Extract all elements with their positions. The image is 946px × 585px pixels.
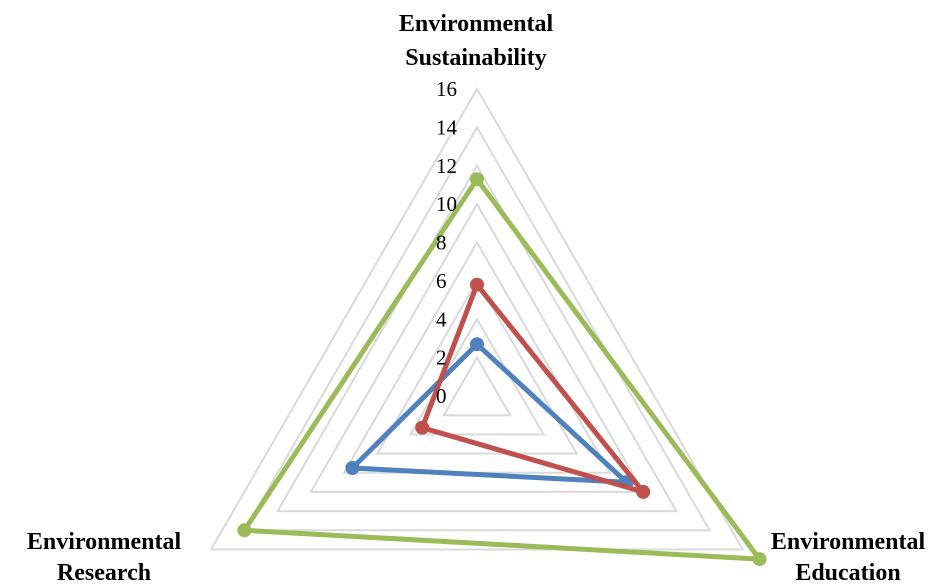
axis-title-education-line2: Education bbox=[795, 560, 900, 585]
series-1-line bbox=[349, 341, 630, 485]
grid-ring-2 bbox=[442, 355, 512, 417]
series-1-point-3 bbox=[345, 461, 360, 475]
grid-ring-16 bbox=[209, 87, 745, 551]
tick-label-2: 2 bbox=[436, 346, 447, 370]
series-3-point-2 bbox=[752, 552, 767, 567]
axis-title-education-line1: Environmental bbox=[771, 529, 926, 555]
tick-label-4: 4 bbox=[436, 307, 447, 331]
axis-title-research-line2: Research bbox=[57, 560, 151, 585]
axis-title-sustainability-line1: Environmental bbox=[399, 11, 554, 37]
series-1-point-1 bbox=[470, 337, 484, 352]
grid-ring-14 bbox=[242, 125, 712, 532]
series-2-point-3 bbox=[415, 420, 430, 435]
grid-ring-4 bbox=[408, 317, 546, 436]
axis-title-research-line1: Environmental bbox=[27, 529, 182, 555]
tick-label-14: 14 bbox=[436, 115, 458, 139]
tick-label-6: 6 bbox=[436, 269, 447, 293]
tick-label-0: 0 bbox=[436, 384, 447, 408]
series-3-point-1 bbox=[470, 172, 484, 187]
grid-ring-12 bbox=[275, 163, 679, 513]
tick-label-12: 12 bbox=[436, 154, 457, 178]
grid-ring-10 bbox=[309, 202, 645, 493]
tick-labels: 0 2 4 6 8 10 12 14 16 bbox=[436, 77, 458, 408]
series-3-line bbox=[241, 176, 762, 562]
series-layer bbox=[237, 172, 767, 567]
series-3-point-3 bbox=[237, 523, 252, 538]
tick-label-16: 16 bbox=[436, 77, 457, 101]
series-2-point-2 bbox=[636, 484, 651, 499]
tick-label-8: 8 bbox=[436, 231, 447, 255]
series-2-line bbox=[419, 282, 646, 495]
tick-label-10: 10 bbox=[436, 192, 457, 216]
grid-ring-6 bbox=[375, 278, 579, 455]
series-2-point-1 bbox=[470, 277, 484, 292]
grid-layer bbox=[209, 87, 745, 551]
axis-title-sustainability-line2: Sustainability bbox=[405, 45, 546, 71]
